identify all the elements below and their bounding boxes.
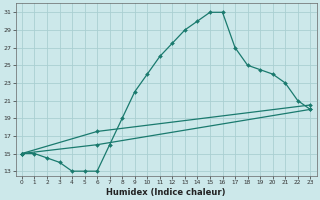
X-axis label: Humidex (Indice chaleur): Humidex (Indice chaleur) — [106, 188, 226, 197]
